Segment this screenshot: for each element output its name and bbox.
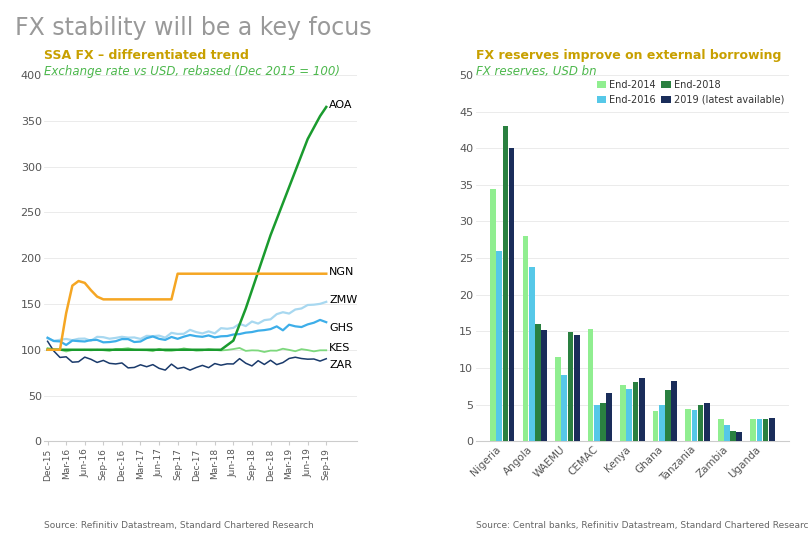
Text: Source: Central banks, Refinitiv Datastream, Standard Chartered Research: Source: Central banks, Refinitiv Datastr…: [476, 521, 809, 530]
Bar: [555, 357, 561, 441]
Bar: [568, 332, 574, 441]
Text: GHS: GHS: [329, 323, 354, 333]
Bar: [697, 405, 703, 441]
Bar: [523, 236, 528, 441]
Bar: [665, 390, 671, 441]
Bar: [594, 406, 599, 441]
Bar: [685, 409, 691, 441]
Bar: [659, 405, 665, 441]
Bar: [692, 410, 697, 441]
Bar: [633, 382, 638, 441]
Bar: [736, 432, 742, 441]
Text: ZMW: ZMW: [329, 295, 358, 305]
Text: ZAR: ZAR: [329, 360, 353, 370]
Bar: [490, 188, 496, 441]
Bar: [561, 376, 567, 441]
Text: FX reserves improve on external borrowing: FX reserves improve on external borrowin…: [476, 49, 781, 62]
Legend: End-2014, End-2016, End-2018, 2019 (latest available): End-2014, End-2016, End-2018, 2019 (late…: [597, 80, 784, 105]
Bar: [626, 388, 632, 441]
Text: FX reserves, USD bn: FX reserves, USD bn: [476, 65, 597, 78]
Bar: [588, 329, 594, 441]
Bar: [541, 330, 547, 441]
Bar: [769, 418, 774, 441]
Bar: [756, 419, 762, 441]
Text: Exchange rate vs USD, rebased (Dec 2015 = 100): Exchange rate vs USD, rebased (Dec 2015 …: [44, 65, 341, 78]
Text: SSA FX – differentiated trend: SSA FX – differentiated trend: [44, 49, 249, 62]
Bar: [731, 431, 736, 441]
Bar: [763, 419, 769, 441]
Bar: [497, 251, 502, 441]
Text: Source: Refinitiv Datastream, Standard Chartered Research: Source: Refinitiv Datastream, Standard C…: [44, 521, 314, 530]
Bar: [502, 126, 508, 441]
Bar: [724, 424, 730, 441]
Text: AOA: AOA: [329, 100, 353, 110]
Bar: [606, 393, 612, 441]
Bar: [639, 378, 645, 441]
Bar: [653, 410, 659, 441]
Bar: [529, 267, 535, 441]
Bar: [600, 402, 606, 441]
Bar: [704, 402, 709, 441]
Bar: [621, 385, 626, 441]
Text: KES: KES: [329, 342, 351, 353]
Text: FX stability will be a key focus: FX stability will be a key focus: [15, 16, 371, 40]
Bar: [750, 419, 756, 441]
Bar: [718, 419, 723, 441]
Bar: [574, 335, 579, 441]
Bar: [671, 381, 677, 441]
Bar: [509, 148, 515, 441]
Text: NGN: NGN: [329, 267, 354, 277]
Bar: [535, 324, 540, 441]
